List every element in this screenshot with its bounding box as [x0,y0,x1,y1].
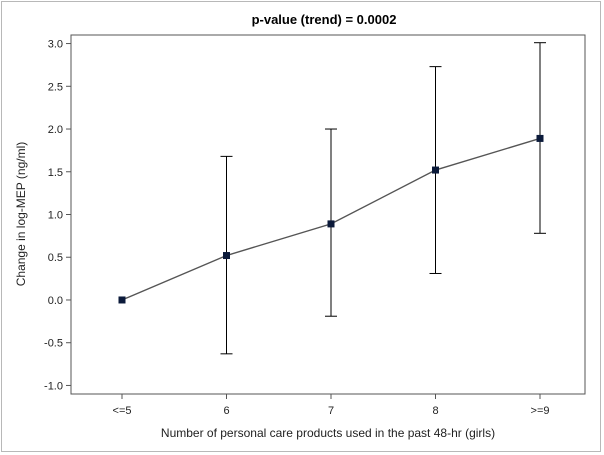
x-tick-label: <=5 [113,405,132,417]
y-tick-label: 2.0 [48,124,63,136]
y-tick-label: 1.5 [48,167,63,179]
data-point [327,220,335,228]
x-tick-label: >=9 [531,405,550,417]
x-axis-label: Number of personal care products used in… [161,426,495,440]
x-axis-ticks: <=5 6 7 8 >=9 [113,394,550,417]
x-tick-label: 8 [432,405,438,417]
data-point [432,166,439,174]
error-bars [220,42,546,355]
y-tick-label: 0.5 [48,252,63,264]
data-point [536,134,544,142]
plot-area [70,34,586,395]
data-markers [118,134,544,304]
y-tick-label: 1.0 [48,210,63,222]
y-tick-label: -1.0 [44,380,63,392]
y-tick-label: 0.0 [48,295,63,307]
chart-title: p-value (trend) = 0.0002 [252,12,397,27]
data-point [118,296,126,304]
y-axis-label: Change in log-MEP (ng/ml) [14,142,28,287]
y-tick-label: 2.5 [48,81,63,93]
y-axis-ticks: -1.0 -0.5 0.0 0.5 1.0 1.5 2.0 2.5 3.0 [44,39,71,392]
x-tick-label: 6 [223,405,229,417]
y-tick-label: -0.5 [44,338,63,350]
data-point [223,252,230,260]
x-tick-label: 7 [328,405,334,417]
y-tick-label: 3.0 [48,39,63,51]
